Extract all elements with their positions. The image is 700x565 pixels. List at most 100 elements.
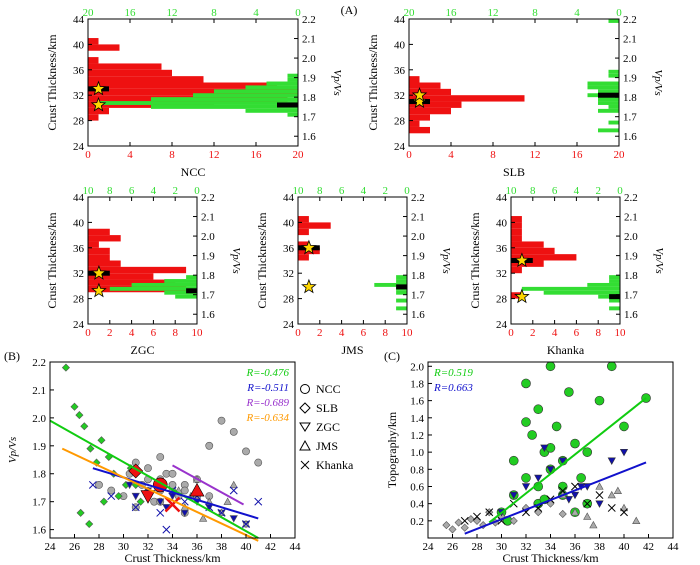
point-ncc bbox=[144, 464, 152, 473]
x-tick-label: 0 bbox=[85, 327, 91, 339]
ratio-bar bbox=[186, 275, 197, 280]
point-ncc bbox=[521, 378, 531, 389]
point-khanka bbox=[558, 486, 567, 495]
y-tick-label: 28 bbox=[283, 294, 295, 306]
y-tick-label: 1.2 bbox=[410, 430, 424, 442]
y2-tick-label: 1.6 bbox=[201, 309, 215, 321]
point-ncc bbox=[107, 486, 116, 495]
y2-tick-label: 1.9 bbox=[411, 251, 425, 263]
ratio-bar bbox=[396, 298, 407, 303]
correlation-label: R=0.519 bbox=[433, 367, 473, 379]
x-tick-label: 30 bbox=[496, 541, 508, 553]
x-tick-label: 0 bbox=[295, 327, 301, 339]
axes-frame bbox=[297, 196, 408, 325]
ratio-bar bbox=[608, 104, 619, 109]
correlation-label: R=-0.634 bbox=[245, 412, 289, 424]
point-ncc bbox=[551, 421, 562, 432]
point-slb bbox=[80, 422, 89, 431]
y-tick-label: 32 bbox=[394, 90, 405, 102]
ratio-bar bbox=[109, 286, 197, 291]
y-tick-label: 40 bbox=[73, 217, 85, 229]
thickness-bar bbox=[298, 216, 309, 223]
y2-tick-label: 1.9 bbox=[624, 251, 638, 263]
ratio-bar bbox=[598, 97, 619, 102]
x-top-tick-label: 4 bbox=[361, 185, 367, 197]
x-tick-label: 28 bbox=[472, 541, 484, 553]
y2-tick-label: 2.1 bbox=[201, 212, 215, 224]
ratio-bar bbox=[543, 290, 620, 295]
x-top-tick-label: 4 bbox=[253, 7, 259, 19]
ratio-mean-star bbox=[91, 282, 107, 298]
y-tick-label: 32 bbox=[73, 268, 84, 280]
y-tick-label: 28 bbox=[73, 294, 85, 306]
ratio-bar bbox=[266, 81, 298, 86]
y-tick-label: 36 bbox=[283, 243, 295, 255]
thickness-bar bbox=[511, 228, 522, 236]
x-top-tick-label: 8 bbox=[107, 185, 113, 197]
y-tick-label: 40 bbox=[283, 217, 295, 229]
y2-tick-label: 2.0 bbox=[302, 53, 316, 65]
y-tick-label: 24 bbox=[73, 141, 85, 153]
x-axis-label: Crust Thickness/km bbox=[124, 551, 221, 565]
point-slb bbox=[136, 497, 145, 506]
legend-marker bbox=[300, 460, 310, 470]
x-tick-label: 6 bbox=[151, 327, 157, 339]
ratio-bar bbox=[151, 97, 298, 102]
x-tick-label: 36 bbox=[192, 541, 204, 553]
thickness-bar bbox=[409, 114, 430, 121]
ratio-bar bbox=[396, 306, 407, 311]
point-ncc bbox=[557, 481, 568, 492]
y-tick-label: 0.4 bbox=[410, 499, 424, 511]
point-zgc bbox=[156, 498, 165, 506]
point-jms bbox=[570, 508, 580, 516]
x-tick-label: 34 bbox=[545, 541, 557, 553]
point-khanka bbox=[485, 508, 494, 517]
x-tick-label: 12 bbox=[530, 149, 541, 161]
region-title: NCC bbox=[181, 165, 206, 179]
y2-tick-label: 2.1 bbox=[302, 34, 316, 46]
y2-tick-label: 1.7 bbox=[302, 112, 316, 124]
x-tick-label: 8 bbox=[490, 149, 496, 161]
x-top-tick-label: 10 bbox=[506, 185, 518, 197]
point-slb bbox=[86, 444, 95, 453]
point-zgc bbox=[570, 491, 580, 500]
point-khanka bbox=[607, 503, 616, 512]
point-khanka bbox=[583, 499, 592, 508]
thickness-bar bbox=[409, 76, 420, 83]
point-zgc bbox=[564, 496, 573, 504]
thickness-bar bbox=[298, 222, 331, 229]
x-tick-label: 12 bbox=[209, 149, 220, 161]
highlight-point bbox=[189, 482, 205, 497]
fit-line-slb bbox=[49, 419, 259, 539]
point-zgc bbox=[131, 492, 140, 501]
y-tick-label: 36 bbox=[394, 65, 406, 77]
y-tick-label: 1.0 bbox=[410, 447, 424, 459]
y2-tick-label: 1.6 bbox=[302, 131, 316, 143]
thickness-mean-star bbox=[411, 93, 428, 109]
x-top-tick-label: 2 bbox=[172, 185, 178, 197]
ratio-mean-star bbox=[514, 288, 530, 304]
thickness-bar bbox=[511, 216, 522, 223]
y-tick-label: 24 bbox=[394, 141, 406, 153]
y-tick-label: 36 bbox=[73, 65, 85, 77]
point-slb bbox=[70, 402, 79, 411]
ratio-bar bbox=[214, 89, 298, 94]
x-tick-label: 20 bbox=[614, 149, 626, 161]
point-jms bbox=[613, 486, 622, 494]
x-top-tick-label: 4 bbox=[151, 185, 157, 197]
y-axis-label: Crust Thickness/km bbox=[45, 34, 59, 131]
x-top-tick-label: 6 bbox=[129, 185, 135, 197]
x-tick-label: 6 bbox=[574, 327, 580, 339]
axes-frame bbox=[87, 18, 299, 147]
x-top-tick-label: 2 bbox=[595, 185, 601, 197]
y-tick-label: 2.0 bbox=[410, 361, 424, 373]
y2-tick-label: 2.2 bbox=[623, 14, 637, 26]
point-slb bbox=[558, 509, 567, 518]
point-jms bbox=[229, 480, 238, 489]
y-tick-label: 1.6 bbox=[410, 396, 424, 408]
point-khanka bbox=[242, 520, 250, 528]
x-top-tick-label: 8 bbox=[211, 7, 217, 19]
highlight-point bbox=[164, 496, 181, 513]
y-tick-label: 40 bbox=[394, 39, 406, 51]
